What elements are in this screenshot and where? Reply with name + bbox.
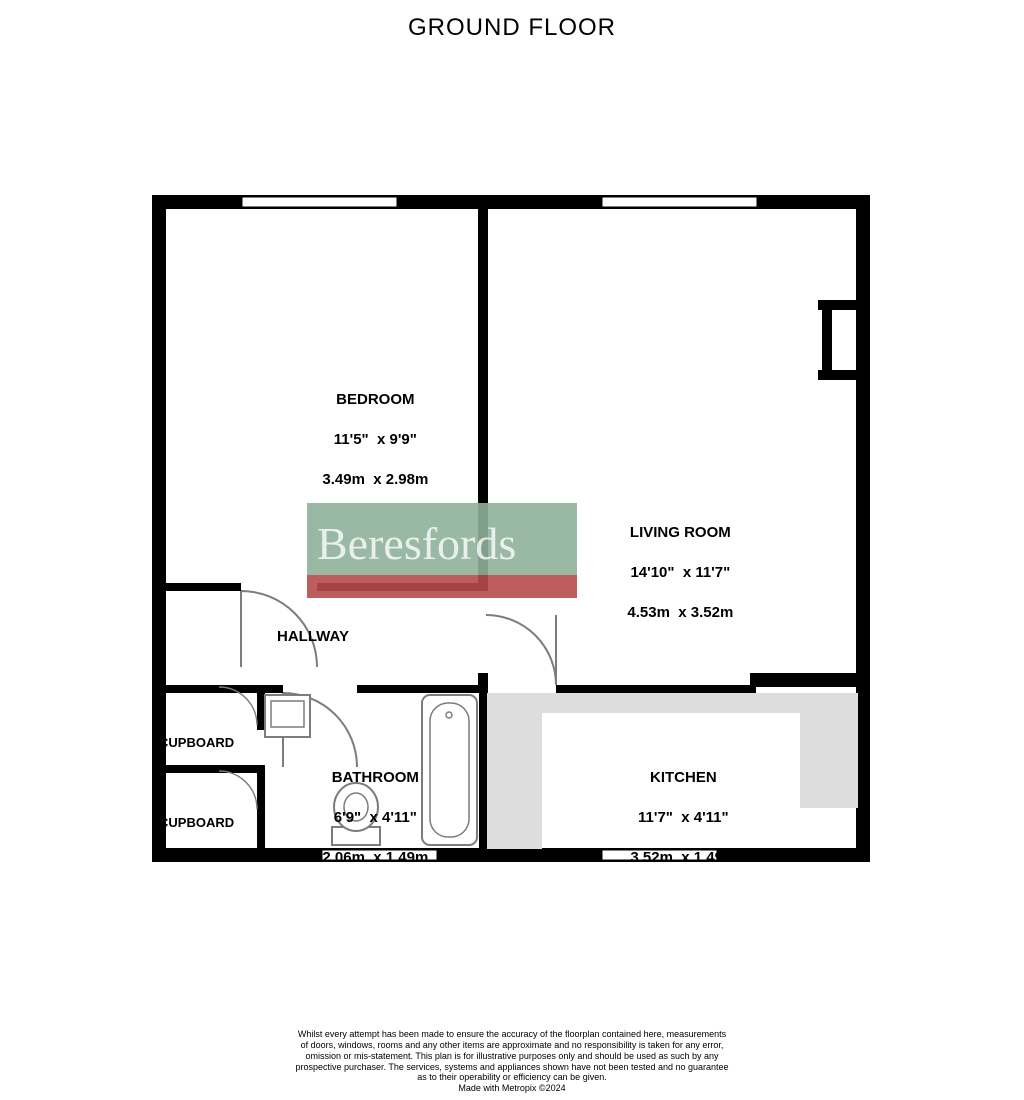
disclaimer-line: of doors, windows, rooms and any other i… xyxy=(301,1040,724,1050)
window xyxy=(602,197,757,207)
room-name-bedroom: BEDROOM xyxy=(336,391,414,408)
floorplan-page: GROUND FLOOR xyxy=(0,0,1024,1100)
disclaimer-line: as to their operability or efficiency ca… xyxy=(417,1072,606,1082)
kitchen-counter-left xyxy=(487,693,542,849)
disclaimer-line: prospective purchaser. The services, sys… xyxy=(295,1062,728,1072)
label-cupboard-2: CUPBOARD xyxy=(159,815,234,830)
wall-cupb-div xyxy=(166,765,265,773)
disclaimer-line: omission or mis-statement. This plan is … xyxy=(305,1051,718,1061)
room-name-living: LIVING ROOM xyxy=(630,524,731,541)
label-kitchen: KITCHEN 11'7" x 4'11" 3.52m x 1.49m xyxy=(560,748,780,888)
door-arc-living xyxy=(486,615,556,685)
kitchen-counter-right xyxy=(800,693,858,808)
room-dim1-kitchen: 11'7" x 4'11" xyxy=(638,809,729,826)
wall-living-bottom-right xyxy=(556,685,756,693)
label-bathroom: BATHROOM 6'9" x 4'11" 2.06m x 1.49m xyxy=(252,748,472,888)
disclaimer-made: Made with Metropix ©2024 xyxy=(458,1083,565,1093)
wall-bedroom-bottom-left xyxy=(166,583,241,591)
kitchen-counter-top xyxy=(542,693,807,713)
recess-bottom xyxy=(818,370,870,380)
recess-opening xyxy=(832,310,856,370)
wall-kitchen-top-right xyxy=(750,673,860,687)
floor-plan: Beresfords BEDROOM 11'5" x 9'9" 3.49m x … xyxy=(152,195,870,862)
room-dim1-bedroom: 11'5" x 9'9" xyxy=(334,431,417,448)
recess-inner xyxy=(822,310,832,370)
disclaimer: Whilst every attempt has been made to en… xyxy=(0,1029,1024,1094)
wall-bath-top-r xyxy=(357,685,487,693)
room-name-kitchen: KITCHEN xyxy=(650,769,717,786)
room-dim2-bathroom: 2.06m x 1.49m xyxy=(322,849,428,866)
label-living: LIVING ROOM 14'10" x 11'7" 4.53m x 3.52m xyxy=(557,503,777,643)
wall-left xyxy=(152,195,166,862)
label-hallway: HALLWAY xyxy=(277,628,349,645)
room-dim1-living: 14'10" x 11'7" xyxy=(630,564,730,581)
label-bedroom: BEDROOM 11'5" x 9'9" 3.49m x 2.98m xyxy=(252,370,472,510)
window xyxy=(242,197,397,207)
wall-bath-right xyxy=(479,685,487,852)
disclaimer-line: Whilst every attempt has been made to en… xyxy=(298,1029,726,1039)
room-dim2-bedroom: 3.49m x 2.98m xyxy=(322,471,428,488)
wall-right xyxy=(856,195,870,862)
room-dim2-kitchen: 3.52m x 1.49m xyxy=(630,849,736,866)
room-dim1-bathroom: 6'9" x 4'11" xyxy=(334,809,417,826)
page-title: GROUND FLOOR xyxy=(0,14,1024,42)
recess-top xyxy=(818,300,870,310)
wall-bath-top-l xyxy=(257,685,283,693)
room-name-bathroom: BATHROOM xyxy=(332,769,419,786)
room-dim2-living: 4.53m x 3.52m xyxy=(627,604,733,621)
wall-center-vert xyxy=(478,209,488,591)
label-cupboard-1: CUPBOARD xyxy=(159,735,234,750)
wall-bedroom-bottom-right xyxy=(317,583,488,591)
wall-hb-1 xyxy=(166,685,257,693)
